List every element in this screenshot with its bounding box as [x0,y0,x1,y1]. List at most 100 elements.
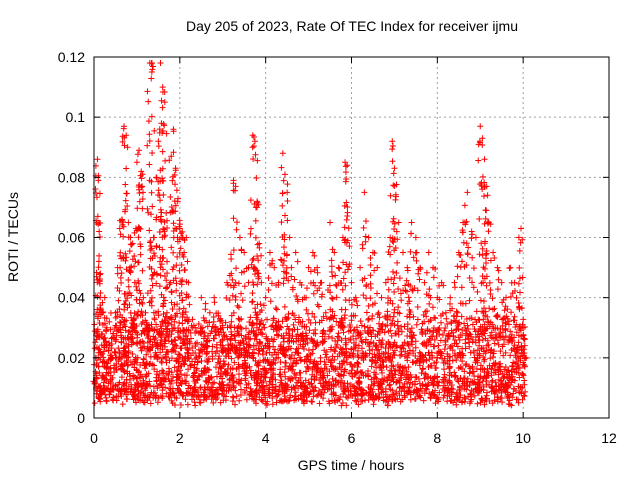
data-point [355,354,362,361]
data-point [469,378,476,385]
data-point [354,379,361,386]
data-point [402,348,409,355]
data-point [338,349,345,356]
data-point [505,374,512,381]
data-point [189,316,196,323]
data-point [389,138,396,145]
data-point [156,371,163,378]
x-tick-label: 10 [515,430,531,446]
data-point [429,304,436,311]
data-point [305,356,312,363]
data-point [480,316,487,323]
data-point [510,390,517,397]
data-point [176,225,183,232]
data-point [173,395,180,402]
data-point [419,331,426,338]
data-point [516,374,523,381]
data-point [101,335,108,342]
data-point [178,345,185,352]
data-point [200,335,207,342]
data-point [305,264,312,271]
data-point [310,279,317,286]
data-point [348,345,355,352]
data-point [185,279,192,286]
data-point [132,386,139,393]
data-point [224,349,231,356]
data-point [451,284,458,291]
data-point [279,234,286,241]
data-point [453,396,460,403]
data-point [136,147,143,154]
data-point [209,384,216,391]
data-point [472,339,479,346]
data-point [521,363,528,370]
data-point [454,309,461,316]
data-point [197,329,204,336]
data-point [94,156,101,163]
data-point [391,247,398,254]
data-point [293,335,300,342]
data-point [353,324,360,331]
data-point [223,294,230,301]
data-point [252,369,259,376]
data-point [476,216,483,223]
data-point [476,251,483,258]
data-point [483,273,490,280]
data-point [172,167,179,174]
data-point [346,321,353,328]
data-point [101,364,108,371]
data-point [520,392,527,399]
data-point [131,321,138,328]
data-point [278,219,285,226]
data-point [389,146,396,153]
data-point [485,381,492,388]
data-point [515,339,522,346]
data-point [400,342,407,349]
data-point [408,325,415,332]
data-point [299,343,306,350]
data-point [148,189,155,196]
data-point [309,337,316,344]
data-point [229,379,236,386]
data-point [124,389,131,396]
data-point [440,359,447,366]
data-point [141,343,148,350]
data-point [243,396,250,403]
data-point [127,373,134,380]
data-point [281,244,288,251]
data-point [353,298,360,305]
data-point [472,328,479,335]
data-point [121,142,128,149]
data-point [325,385,332,392]
data-point [196,373,203,380]
data-point [159,104,166,111]
data-point [230,215,237,222]
data-point [323,315,330,322]
data-point [297,392,304,399]
data-point [111,349,118,356]
data-point [159,395,166,402]
data-point [259,348,266,355]
data-point [463,360,470,367]
data-point [240,352,247,359]
data-point [247,225,254,232]
data-point [123,357,130,364]
data-point [225,361,232,368]
data-point [471,354,478,361]
data-point [270,343,277,350]
data-point [515,364,522,371]
data-point [407,248,414,255]
data-point [514,349,521,356]
data-point [373,343,380,350]
data-point [194,339,200,346]
data-point [367,295,374,302]
data-point [95,383,102,390]
data-point [201,384,208,391]
data-point [97,270,104,277]
data-point [145,98,152,105]
data-point [123,376,130,383]
data-point [395,367,402,374]
data-point [115,345,122,352]
data-point [253,391,260,398]
data-point [411,285,418,292]
